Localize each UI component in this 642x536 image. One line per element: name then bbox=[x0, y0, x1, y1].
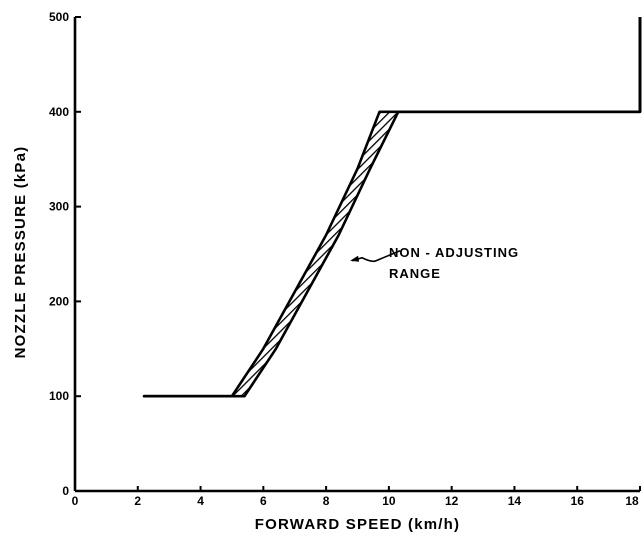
series-layer bbox=[142, 110, 642, 398]
y-tick-label: 500 bbox=[49, 10, 69, 24]
annotation-layer: NON - ADJUSTING RANGE bbox=[350, 245, 519, 281]
x-tick-label: 2 bbox=[134, 494, 141, 508]
annotation-text-line: RANGE bbox=[389, 266, 441, 281]
x-tick-label: 14 bbox=[508, 494, 522, 508]
y-tick-label: 200 bbox=[49, 294, 69, 308]
series-line-0 bbox=[142, 110, 642, 398]
x-tick-label: 4 bbox=[197, 494, 204, 508]
x-axis-title: FORWARD SPEED (km/h) bbox=[255, 516, 460, 533]
x-tick-label: 8 bbox=[323, 494, 330, 508]
y-tick-label: 100 bbox=[49, 389, 69, 403]
x-tick-label: 0 bbox=[72, 494, 79, 508]
x-tick-label: 12 bbox=[445, 494, 459, 508]
x-tick-label: 16 bbox=[571, 494, 585, 508]
y-axis-title: NOZZLE PRESSURE (kPa) bbox=[12, 146, 29, 359]
y-tick-label: 400 bbox=[49, 105, 69, 119]
y-tick-label: 0 bbox=[62, 484, 69, 498]
x-tick-label: 6 bbox=[260, 494, 267, 508]
band-layer bbox=[231, 111, 399, 397]
hatched-band bbox=[231, 111, 399, 397]
series-line-1 bbox=[142, 110, 642, 398]
axes-layer: 0 2 4 6 8 10 12 14 16 18 0 100 200 300 400 500 FORWARD S… bbox=[12, 10, 642, 533]
x-tick-label: 18 bbox=[625, 494, 639, 508]
x-tick-label: 10 bbox=[382, 494, 396, 508]
annotation-text-line: NON - ADJUSTING bbox=[389, 245, 519, 260]
y-tick-label: 300 bbox=[49, 200, 69, 214]
annotation-arrowhead bbox=[350, 255, 360, 262]
annotation-leader bbox=[351, 250, 401, 263]
